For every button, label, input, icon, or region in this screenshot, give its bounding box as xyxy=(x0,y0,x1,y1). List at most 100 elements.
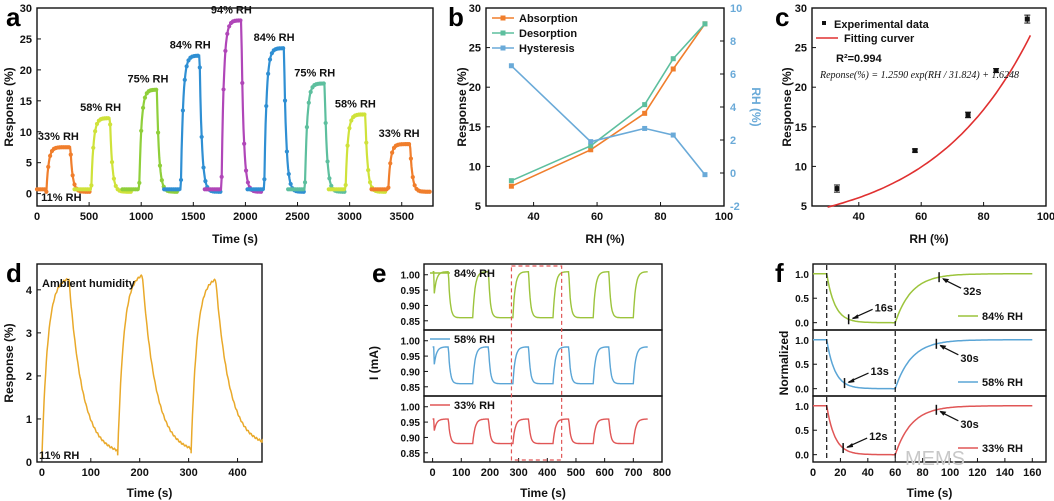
panel-a-data-point xyxy=(262,177,267,182)
panel-e-letter: e xyxy=(372,258,386,288)
panel-b-legend-label: Desorption xyxy=(519,28,577,40)
panel-a-ytick-label: 30 xyxy=(20,3,32,15)
panel-f-response-time: 16s xyxy=(875,302,893,314)
panel-a-data-point xyxy=(157,163,163,168)
panel-e-highlight-box xyxy=(510,265,563,461)
panel-a-data-point xyxy=(347,126,352,131)
panel-e-ytick-label: 0.95 xyxy=(401,286,421,297)
panel-a-data-point xyxy=(154,87,159,92)
panel-a-letter: a xyxy=(6,2,21,32)
panel-e-ytick-label: 0.95 xyxy=(401,352,421,363)
panel-a-data-point xyxy=(362,112,367,117)
panel-a-pulse-line xyxy=(371,143,431,193)
panel-c-ytick-label: 15 xyxy=(795,122,807,134)
panel-a-data-point xyxy=(180,108,185,113)
panel-b-y2tick-label: 4 xyxy=(730,102,737,114)
panel-a-data-point xyxy=(68,152,73,157)
panel-f-legend-label: 33% RH xyxy=(982,443,1023,455)
panel-f-xtick-label: 60 xyxy=(889,467,901,479)
panel-a-data-point xyxy=(427,189,432,194)
panel-c-xlabel: RH (%) xyxy=(909,232,948,246)
panel-c-legend-label: Fitting curver xyxy=(844,33,915,45)
panel-a-data-point xyxy=(142,95,148,100)
panel-e-ytick-label: 0.90 xyxy=(401,301,421,312)
panel-b-y2label: RH (%) xyxy=(749,87,763,126)
panel-c-xtick-label: 80 xyxy=(977,211,989,223)
panel-d-ytick-label: 4 xyxy=(26,285,33,297)
panel-c-equation: Reponse(%) = 1.2590 exp(RH / 31.824) + 1… xyxy=(819,70,1019,81)
panel-b-ytick-label: 20 xyxy=(469,82,481,94)
panel-a-pulse-line xyxy=(122,88,178,193)
panel-b-ytick-label: 25 xyxy=(469,43,481,55)
panel-a-data-point xyxy=(281,46,286,51)
panel-a-data-point xyxy=(66,145,71,150)
panel-a-data-point xyxy=(329,183,334,188)
panel-a-data-point xyxy=(203,178,208,184)
panel-c-fit-curve xyxy=(827,35,1032,208)
panel-b-y2tick-label: 0 xyxy=(730,168,736,180)
panel-a-data-point xyxy=(93,129,98,134)
panel-f-recovery-time: 30s xyxy=(960,353,978,365)
panel-c-data-point xyxy=(912,148,918,154)
panel-a-data-point xyxy=(390,150,395,155)
panel-e-current-line xyxy=(432,271,648,319)
panel-a-data-point xyxy=(197,65,202,70)
panel-e-current-line xyxy=(432,418,648,445)
panel-a-data-point xyxy=(199,134,204,140)
panel-f-recovery-arrowhead xyxy=(939,410,947,416)
panel-b-series-marker xyxy=(702,21,708,27)
panel-b-series-marker xyxy=(508,183,514,189)
panel-a-data-point xyxy=(410,175,415,180)
panel-a-data-point xyxy=(195,53,201,58)
panel-f-legend-label: 58% RH xyxy=(982,377,1023,389)
panel-a-data-point xyxy=(341,187,346,192)
panel-a-pulse-line xyxy=(164,54,221,193)
panel-a-data-point xyxy=(106,116,111,121)
panel-b-xtick-label: 100 xyxy=(715,211,733,223)
panel-f-ytick-label: 0.5 xyxy=(795,294,809,305)
panel-b-series-marker xyxy=(670,66,676,72)
panel-b-series-marker xyxy=(508,178,514,184)
panel-d-letter: d xyxy=(6,258,22,288)
panel-a-pulse-line xyxy=(328,113,386,193)
panel-b-letter: b xyxy=(448,2,464,32)
panel-c-data-point xyxy=(834,186,840,192)
panel-f-xtick-label: 160 xyxy=(1023,467,1041,479)
panel-f-subplot-frame xyxy=(812,395,1047,463)
panel-a-data-point xyxy=(323,120,328,126)
panel-b-y2tick-label: 10 xyxy=(730,3,742,15)
panel-a-data-point xyxy=(301,187,306,192)
panel-c-data-point xyxy=(965,112,971,118)
panel-a-xtick-label: 2000 xyxy=(233,211,257,223)
panel-f-ytick-label: 1.0 xyxy=(795,336,809,347)
panel-a-data-point xyxy=(408,156,414,161)
panel-a-data-point xyxy=(89,183,94,188)
panel-c-xtick-label: 60 xyxy=(915,211,927,223)
panel-a-data-point xyxy=(111,176,117,181)
panel-a-data-point xyxy=(284,149,289,154)
panel-a-data-point xyxy=(184,64,189,69)
panel-a-data-point xyxy=(264,103,269,109)
panel-a-data-point xyxy=(243,168,249,173)
panel-f-ytick-label: 1.0 xyxy=(795,402,809,413)
panel-f-ytick-label: 0.5 xyxy=(795,426,809,437)
panel-e-xtick-label: 0 xyxy=(430,467,436,479)
panel-a-data-point xyxy=(345,143,350,148)
panel-d-xtick-label: 100 xyxy=(82,467,100,479)
panel-e-current-line xyxy=(432,346,648,385)
panel-f-ytick-label: 1.0 xyxy=(795,270,809,281)
panel-a-data-point xyxy=(367,180,373,185)
panel-a-data-point xyxy=(288,181,293,187)
panel-d-bottom-label: 11% RH xyxy=(39,450,79,462)
panel-a-data-point xyxy=(240,80,245,86)
panel-f-response-arrowhead xyxy=(847,378,855,384)
panel-a-data-point xyxy=(225,31,230,36)
panel-c-ytick-label: 20 xyxy=(795,82,807,94)
panel-a-data-point xyxy=(267,57,273,62)
panel-f-letter: f xyxy=(775,258,784,288)
panel-c-legend-marker xyxy=(822,21,826,25)
panel-e-ytick-label: 1.00 xyxy=(401,337,421,348)
panel-f-ytick-label: 0.5 xyxy=(795,360,809,371)
panel-b-legend-label: Hysteresis xyxy=(519,43,575,55)
